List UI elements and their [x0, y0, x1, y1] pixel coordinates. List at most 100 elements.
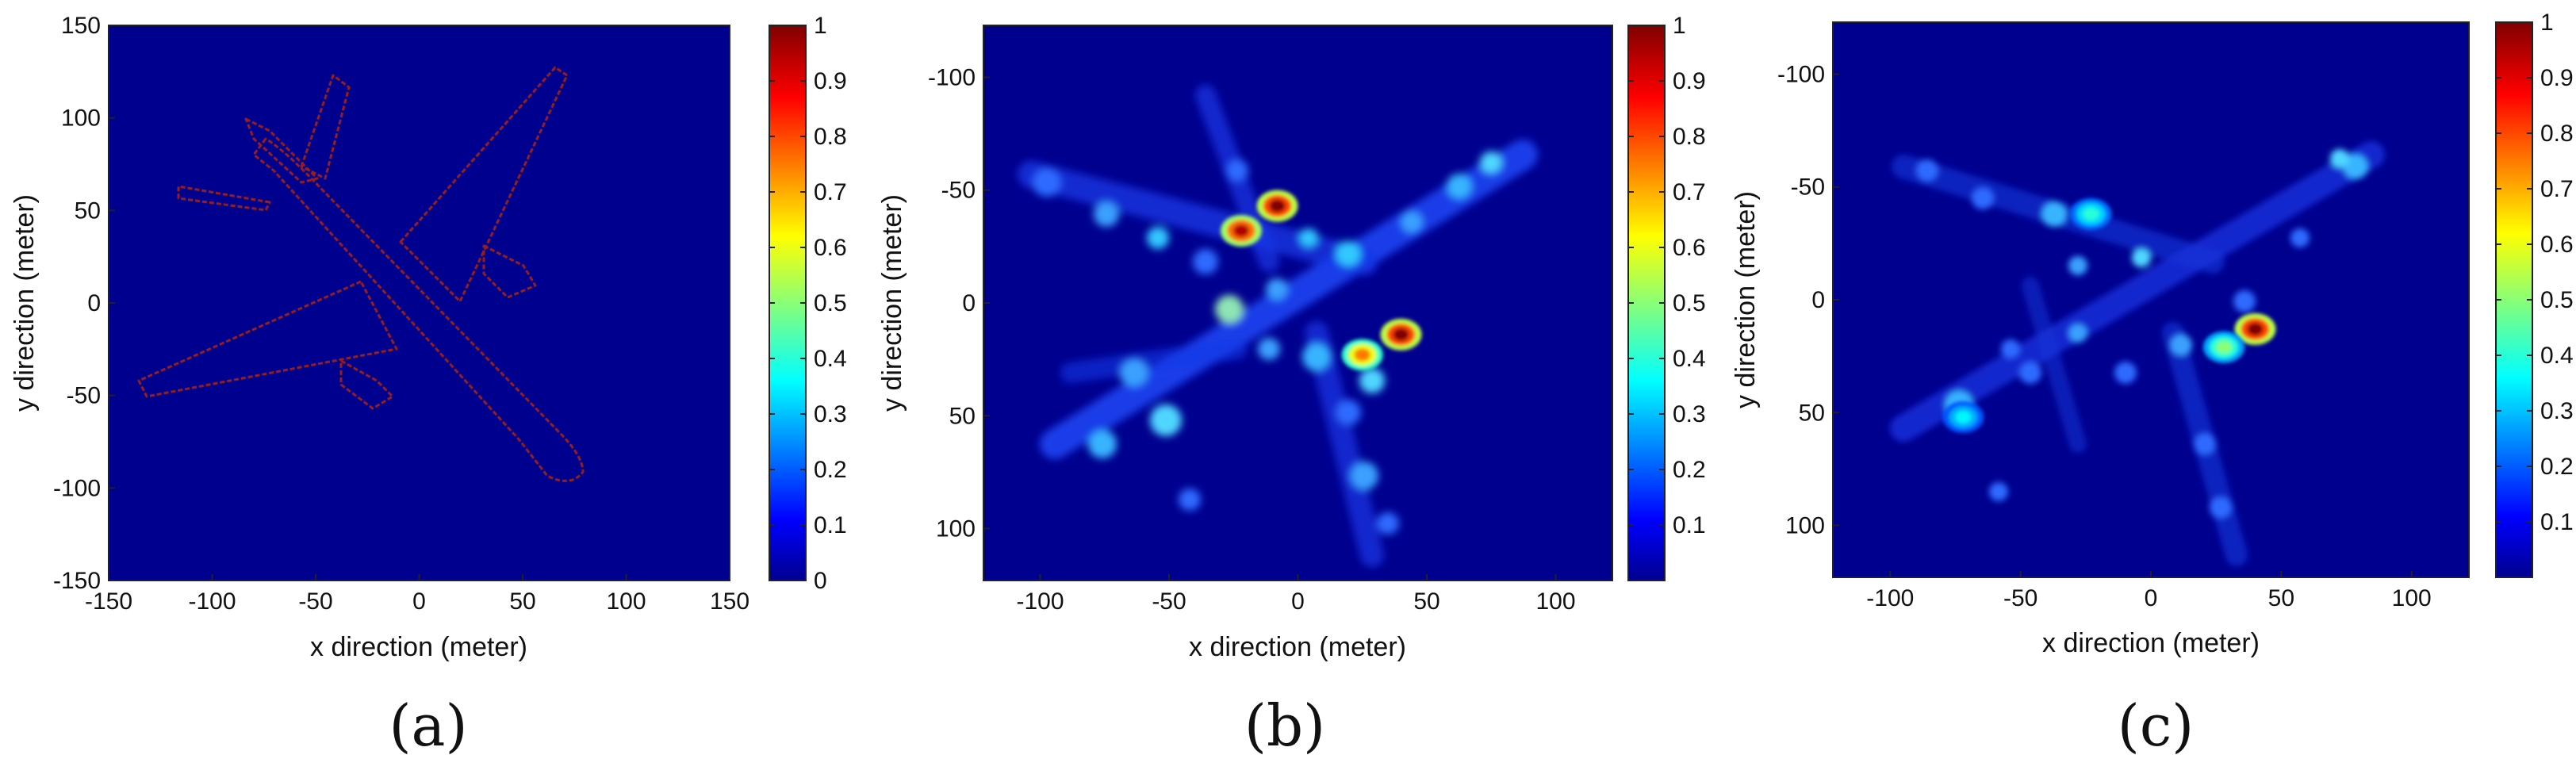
hot-spot-core [1233, 224, 1249, 237]
colorbar-tick-label: 0.7 [2540, 176, 2574, 202]
x-tick-label: 100 [1535, 588, 1575, 615]
colorbar-c [2495, 21, 2533, 578]
colorbar-tick-label: 0.4 [2540, 343, 2574, 369]
y-tick-label: 100 [1785, 513, 1825, 539]
colorbar-tick-label: 0.4 [814, 346, 847, 372]
colorbar-tick-label: 0.9 [2540, 65, 2574, 91]
plot-area-a [109, 25, 730, 580]
tail-upper [300, 74, 351, 180]
colorbar-tick-label: 0.6 [814, 235, 847, 261]
colorbar-tick-label: 0.8 [2540, 121, 2574, 147]
y-tick-label: -100 [53, 475, 101, 501]
x-tick-label: 100 [606, 588, 646, 615]
colorbar-tick-label: 0.5 [2540, 287, 2574, 313]
colorbar-tick-label: 0.2 [814, 457, 847, 483]
colorbar-tick-label: 0.3 [814, 401, 847, 427]
hot-spot [2234, 312, 2276, 345]
ylabel-b: y direction (meter) [877, 194, 907, 412]
colorbar-tick-label: 0.3 [2540, 398, 2574, 424]
tail-lower [177, 185, 271, 212]
x-tick-label: 50 [1413, 588, 1439, 615]
hot-spot-core [1393, 328, 1409, 341]
colorbar-tick-label: 0.9 [814, 68, 847, 94]
colorbar-tick-label: 0.7 [1673, 179, 1706, 205]
colorbar-tick-label: 1 [814, 13, 827, 39]
wing-upper [399, 66, 569, 303]
x-tick-label: -50 [298, 588, 332, 615]
y-tick-label: -50 [1791, 174, 1825, 201]
x-tick-label: 50 [2268, 585, 2294, 611]
panel-label-c: (c) [2118, 692, 2195, 759]
hot-spot-core [2247, 322, 2264, 335]
colorbar-tick-label: 0.2 [2540, 454, 2574, 480]
x-tick-label: -150 [85, 588, 132, 615]
hot-spot [1380, 318, 1422, 351]
y-tick-label: -50 [941, 178, 976, 204]
colorbar-tick-label: 0.5 [814, 290, 847, 316]
y-tick-label: 50 [75, 197, 101, 224]
engine-lower [339, 359, 394, 410]
colorbar-tick-label: 0.8 [814, 124, 847, 150]
ylabel-a: y direction (meter) [10, 194, 40, 412]
colorbar-tick-label: 0.1 [1673, 512, 1706, 538]
xlabel-c: x direction (meter) [2042, 628, 2260, 658]
y-tick-label: 150 [61, 13, 101, 39]
panel-label-b: (b) [1244, 692, 1325, 759]
y-tick-label: -100 [1777, 61, 1825, 87]
colorbar-tick-label: 0.6 [1673, 235, 1706, 261]
colorbar-tick-label: 1 [2540, 10, 2554, 36]
hot-spot-core [2083, 207, 2099, 220]
x-tick-label: -50 [1152, 588, 1186, 615]
colorbar-tick-label: 0.5 [1673, 290, 1706, 316]
hot-spot-core [1269, 199, 1286, 213]
y-tick-label: -150 [53, 568, 101, 594]
hot-spot [1341, 339, 1383, 371]
colorbar-ticks-a: 0 0.1 0.2 0.3 0.4 0.5 0.6 0.7 0.8 0.9 1 [769, 13, 847, 594]
ticks-c: -100 -50 0 50 100 -100 -50 0 50 100 [1777, 61, 2432, 611]
heatmap-field-c [1890, 141, 2385, 566]
hot-spots-c [1942, 197, 2276, 433]
ticks-a: -150 -100 -50 0 50 100 150 150 100 50 0 -50 -100 -150 [53, 13, 749, 615]
hot-spot-core [2216, 340, 2233, 354]
x-tick-label: 0 [2145, 585, 2158, 611]
colorbar-tick-label: 0.3 [1673, 401, 1706, 427]
x-tick-label: -50 [2003, 585, 2037, 611]
y-tick-label: 100 [61, 105, 101, 132]
y-tick-label: 50 [1799, 400, 1825, 426]
hot-spot [1221, 214, 1262, 247]
heatmap-field-b [1018, 85, 1538, 567]
panel-label-a: (a) [389, 692, 467, 759]
y-tick-label: -100 [928, 64, 976, 90]
colorbar-tick-label: 0.7 [814, 179, 847, 205]
panel-b: -100 -50 0 50 100 -100 -50 0 50 100 x direction (… [877, 13, 1706, 759]
airplane-outline [137, 66, 585, 482]
y-tick-label: 0 [962, 290, 976, 316]
colorbar-tick-label: 0.2 [1673, 457, 1706, 483]
y-tick-label: 0 [87, 290, 101, 316]
xlabel-a: x direction (meter) [310, 632, 527, 662]
hot-spots-b [1221, 190, 1422, 371]
fuselage [252, 137, 585, 482]
panel-a: -150 -100 -50 0 50 100 150150100500-50-100-150… [10, 13, 847, 759]
colorbar-tick-label: 0.9 [1673, 68, 1706, 94]
hot-spot [2070, 197, 2112, 230]
ylabel-c: y direction (meter) [1731, 191, 1761, 408]
ticks-b: -100 -50 0 50 100 -100 -50 0 50 100 [928, 64, 1576, 615]
hot-spot [2203, 331, 2245, 363]
x-tick-label: -100 [188, 588, 236, 615]
x-tick-label: -100 [1016, 588, 1064, 615]
x-tick-label: 100 [2392, 585, 2432, 611]
wing-lower [137, 280, 398, 398]
y-tick-label: 50 [949, 403, 976, 429]
hot-spot-core [1354, 348, 1370, 362]
colorbar-tick-label: 1 [1673, 13, 1686, 39]
colorbar-tick-label: 0 [814, 568, 827, 594]
panel-c: -100 -50 0 50 100 -100 -50 0 50 100 x direction (… [1731, 10, 2574, 759]
x-tick-label: 0 [1291, 588, 1305, 615]
x-tick-label: -100 [1866, 585, 1914, 611]
colorbar-tick-label: 0.1 [814, 512, 847, 538]
colorbar-tick-label: 0.6 [2540, 232, 2574, 258]
xlabel-b: x direction (meter) [1189, 632, 1406, 662]
colorbar-ticks-c: 0.1 0.2 0.3 0.4 0.5 0.6 0.7 0.8 0.9 1 [2496, 10, 2574, 535]
